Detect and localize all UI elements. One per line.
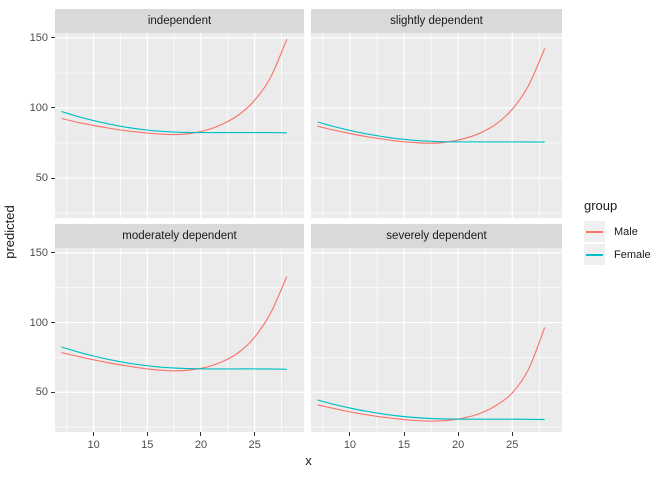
x-tick-label: 20	[452, 439, 465, 451]
x-tick-mark	[146, 432, 148, 436]
legend-key-female	[584, 244, 605, 265]
facet-strip-independent: independent	[55, 9, 304, 33]
y-tick-label: 50	[35, 172, 48, 185]
y-tick-label: 100	[29, 101, 48, 114]
legend-entry-male: Male	[584, 221, 651, 242]
legend-key-male	[584, 221, 605, 242]
x-tick-label: 25	[248, 439, 261, 451]
facet-strip-severely-dependent: severely dependent	[311, 224, 562, 248]
line-female	[61, 346, 287, 370]
y-tick-mark	[51, 252, 55, 254]
y-tick-mark	[51, 177, 55, 179]
x-tick-label: 10	[87, 439, 100, 451]
y-tick-label: 100	[29, 316, 48, 329]
female-line-icon	[586, 253, 603, 256]
x-tick-mark	[254, 432, 256, 436]
line-male	[61, 39, 288, 136]
facet-panel-moderately-dependent	[55, 248, 304, 432]
legend-label-male: Male	[614, 225, 638, 238]
y-tick-mark	[51, 107, 55, 109]
x-tick-label: 20	[194, 439, 208, 451]
y-tick-mark	[51, 322, 55, 324]
x-tick-mark	[511, 432, 513, 436]
x-tick-label: 10	[343, 439, 357, 451]
y-tick-label: 150	[29, 246, 48, 259]
x-tick-mark	[403, 432, 405, 436]
x-tick-label: 15	[141, 439, 154, 451]
facet-panel-slightly-dependent	[311, 33, 562, 218]
y-tick-mark	[51, 391, 55, 393]
x-tick-mark	[349, 432, 351, 436]
facet-panel-independent	[55, 33, 304, 218]
legend-title: group	[584, 198, 618, 213]
x-tick-mark	[457, 432, 459, 436]
facet-panel-severely-dependent	[311, 248, 562, 432]
male-line-icon	[586, 230, 603, 233]
x-axis-title: x	[305, 453, 312, 468]
line-female	[61, 110, 287, 134]
legend: group Male Female	[584, 198, 651, 267]
line-female	[317, 121, 545, 143]
x-tick-mark	[200, 432, 202, 436]
line-male	[317, 48, 546, 144]
y-tick-label: 50	[35, 386, 48, 399]
x-tick-mark	[93, 432, 95, 436]
facet-strip-moderately-dependent: moderately dependent	[55, 224, 304, 248]
line-male	[317, 327, 546, 422]
y-tick-mark	[51, 37, 55, 39]
x-tick-label: 25	[506, 439, 519, 451]
facet-strip-slightly-dependent: slightly dependent	[311, 9, 562, 33]
y-tick-label: 150	[29, 31, 48, 44]
legend-label-female: Female	[614, 248, 651, 261]
x-tick-label: 15	[397, 439, 411, 451]
legend-entry-female: Female	[584, 244, 651, 265]
line-female	[317, 399, 545, 421]
line-male	[61, 276, 288, 372]
